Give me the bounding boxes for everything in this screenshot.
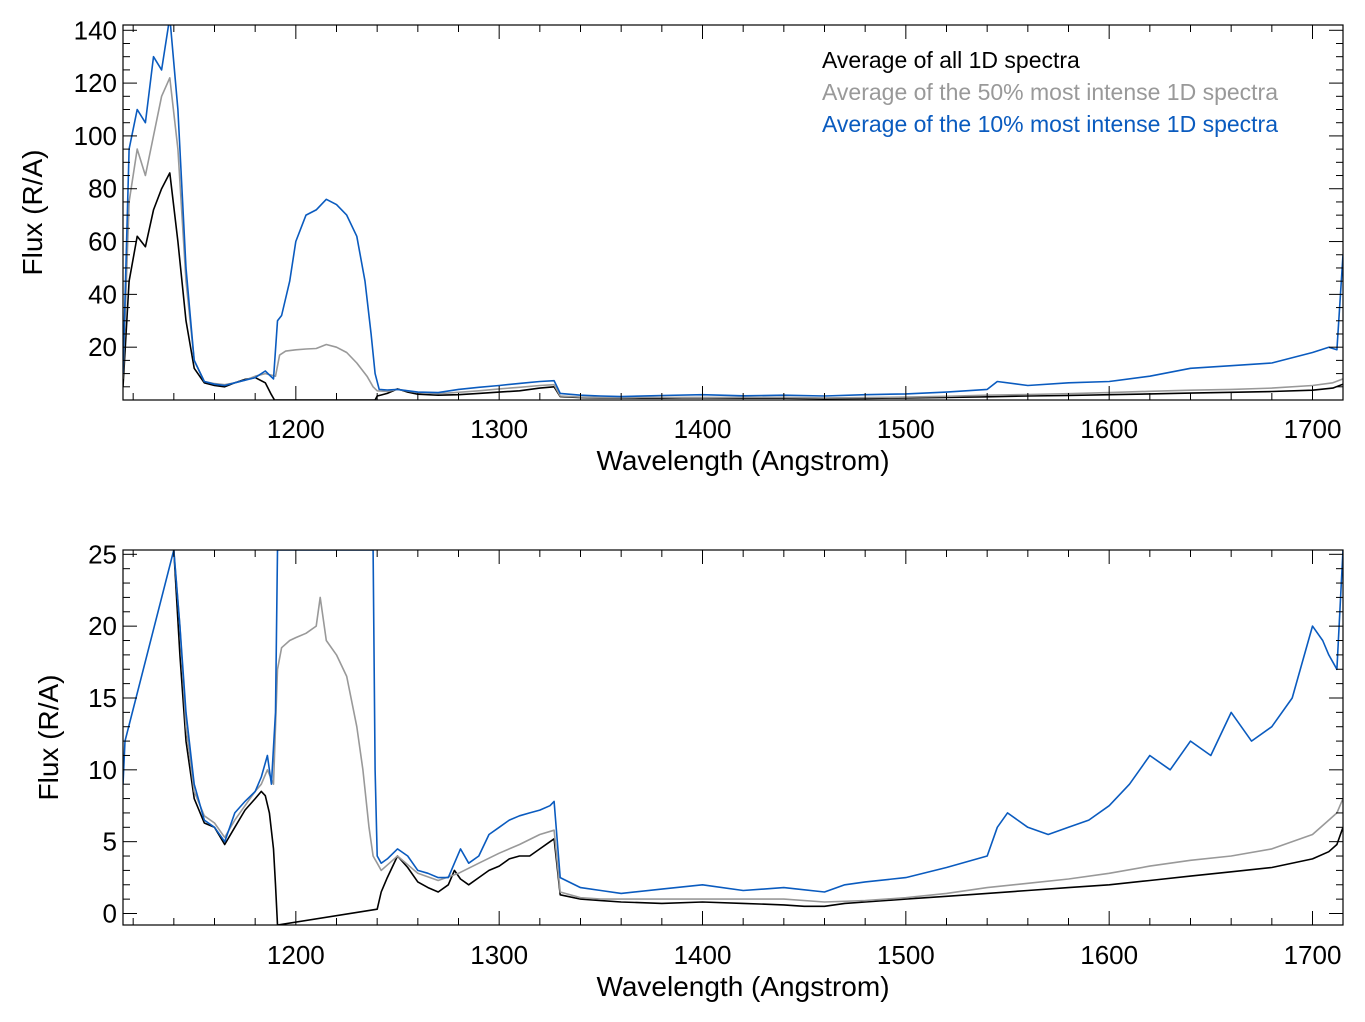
series-line-top50 [173, 550, 1343, 903]
y-tick-label: 20 [88, 611, 117, 641]
chart-panel-2: 1200 1300 1400 1500 1600 1700 0 5 10 15 20 25 Wavele… [33, 539, 1344, 1002]
y-tick-label: 10 [88, 755, 117, 785]
x-tick-label: 1600 [1080, 940, 1138, 970]
plot-frame [122, 549, 1344, 926]
y-tick-label: 80 [88, 174, 117, 204]
x-tick-label: 1200 [267, 940, 325, 970]
x-tick-label: 1600 [1080, 414, 1138, 444]
x-tick-label: 1200 [267, 414, 325, 444]
y-tick-label: 15 [88, 683, 117, 713]
y-tick-label: 100 [74, 121, 117, 151]
chart-panel-1: 1200 1300 1400 1500 1600 1700 20 40 60 80 100 120 14… [17, 15, 1344, 476]
series-line-top10 [123, 25, 1343, 398]
x-axis-title: Wavelength (Angstrom) [596, 445, 889, 476]
x-tick-label: 1500 [877, 414, 935, 444]
y-tick-label: 25 [88, 539, 117, 569]
x-axis-title: Wavelength (Angstrom) [596, 971, 889, 1002]
legend-entry-3: Average of the 10% most intense 1D spect… [822, 111, 1278, 137]
series-line-all [173, 550, 1343, 925]
y-axis-title: Flux (R/A) [33, 675, 64, 801]
y-tick-label: 0 [103, 899, 117, 929]
y-tick-label: 140 [74, 15, 117, 45]
x-tick-label: 1400 [674, 414, 732, 444]
series-line-top10 [123, 550, 1343, 895]
y-tick-label: 20 [88, 332, 117, 362]
x-tick-label: 1300 [470, 414, 528, 444]
y-tick-label: 120 [74, 68, 117, 98]
legend-entry-1: Average of all 1D spectra [822, 47, 1080, 73]
y-tick-label: 5 [103, 827, 117, 857]
x-tick-label: 1700 [1284, 414, 1342, 444]
y-tick-label: 40 [88, 279, 117, 309]
plot-frame [122, 24, 1344, 401]
x-tick-label: 1300 [470, 940, 528, 970]
x-tick-label: 1400 [674, 940, 732, 970]
legend: Average of all 1D spectra Average of the … [822, 47, 1278, 137]
x-tick-label: 1500 [877, 940, 935, 970]
y-tick-label: 60 [88, 227, 117, 257]
x-tick-label: 1700 [1284, 940, 1342, 970]
series-line-all [123, 172, 1343, 400]
legend-entry-2: Average of the 50% most intense 1D spect… [822, 79, 1278, 105]
y-axis-title: Flux (R/A) [17, 150, 48, 276]
